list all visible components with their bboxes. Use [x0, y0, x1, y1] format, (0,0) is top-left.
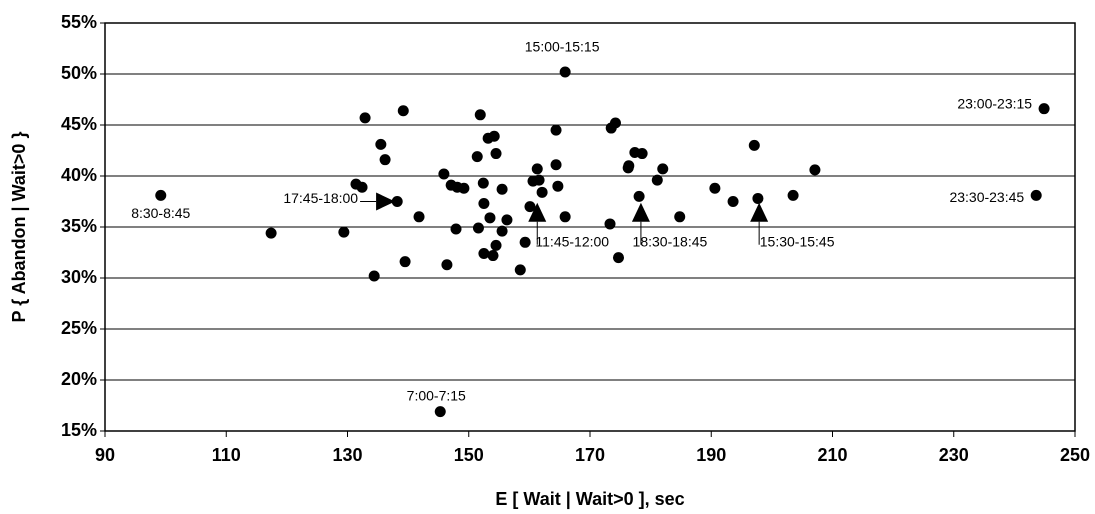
point — [474, 109, 486, 121]
y-axis-title: P { Abandon | Wait>0 } — [9, 132, 29, 323]
arrow-marker — [528, 202, 547, 222]
point — [514, 264, 526, 276]
point — [709, 182, 721, 194]
point — [536, 186, 548, 198]
annotation: 15:00-15:15 — [525, 39, 600, 55]
x-tick-label: 170 — [575, 445, 605, 465]
point — [651, 174, 663, 186]
annotation: 23:30-23:45 — [949, 189, 1024, 205]
point — [438, 168, 450, 180]
point — [265, 227, 277, 239]
point — [399, 256, 411, 268]
point — [519, 236, 531, 248]
point — [338, 226, 350, 238]
point — [809, 164, 821, 176]
point — [368, 270, 380, 282]
point — [604, 218, 616, 230]
point — [533, 174, 545, 186]
y-tick-label: 35% — [61, 216, 97, 236]
annotation: 7:00-7:15 — [407, 387, 466, 403]
point — [531, 163, 543, 175]
arrow-marker — [631, 202, 650, 222]
annotation: 17:45-18:00 — [283, 190, 358, 206]
point — [1030, 189, 1042, 201]
point — [155, 189, 167, 201]
point — [550, 124, 562, 136]
point — [487, 250, 499, 262]
point — [484, 212, 496, 224]
annotation: 23:00-23:15 — [957, 95, 1032, 111]
annotation: 8:30-8:45 — [131, 205, 190, 221]
x-tick-label: 190 — [696, 445, 726, 465]
point — [375, 138, 387, 150]
y-tick-label: 40% — [61, 165, 97, 185]
point — [450, 223, 462, 235]
y-tick-label: 30% — [61, 267, 97, 287]
point — [441, 259, 453, 271]
point — [612, 252, 624, 264]
point — [674, 211, 686, 223]
point — [787, 189, 799, 201]
point — [636, 148, 648, 160]
point — [356, 181, 368, 193]
plot-frame — [104, 22, 1076, 432]
point — [458, 182, 470, 194]
point — [397, 105, 409, 117]
point — [413, 211, 425, 223]
annotation: 11:45-12:00 — [535, 233, 609, 249]
point — [633, 190, 645, 202]
y-tick-label: 55% — [61, 12, 97, 32]
y-tick-label: 25% — [61, 318, 97, 338]
point — [496, 183, 508, 195]
point — [657, 163, 669, 175]
arrow-marker — [750, 202, 769, 222]
x-tick-label: 210 — [817, 445, 847, 465]
point — [471, 151, 483, 163]
point — [488, 130, 500, 142]
annotation: 15:30-15:45 — [760, 233, 835, 249]
point — [550, 159, 562, 171]
x-tick-label: 110 — [212, 445, 241, 465]
point — [559, 211, 571, 223]
point — [379, 154, 391, 166]
point — [434, 406, 446, 418]
point — [391, 196, 403, 207]
x-tick-label: 150 — [454, 445, 484, 465]
x-tick-label: 90 — [95, 445, 115, 465]
annotation: 18:30-18:45 — [633, 233, 708, 249]
x-tick-label: 230 — [939, 445, 969, 465]
point — [748, 139, 760, 151]
y-tick-label: 15% — [61, 420, 97, 440]
y-tick-label: 20% — [61, 369, 97, 389]
point — [559, 66, 571, 78]
point — [623, 160, 635, 172]
point — [490, 239, 502, 251]
x-axis-title: E [ Wait | Wait>0 ], sec — [495, 489, 684, 509]
y-tick-label: 50% — [61, 63, 97, 83]
point — [609, 117, 621, 129]
point — [490, 148, 502, 160]
x-tick-label: 250 — [1060, 445, 1090, 465]
point — [752, 192, 764, 204]
point — [478, 248, 490, 260]
y-tick-label: 45% — [61, 114, 97, 134]
point — [478, 198, 490, 210]
point — [524, 201, 536, 213]
point — [501, 214, 513, 226]
point — [1038, 103, 1050, 115]
point — [472, 222, 484, 234]
point — [496, 225, 508, 237]
point — [727, 196, 739, 207]
point — [359, 112, 371, 124]
point — [552, 180, 564, 192]
x-tick-label: 130 — [332, 445, 362, 465]
point — [477, 177, 489, 189]
arrow-marker — [376, 192, 396, 211]
